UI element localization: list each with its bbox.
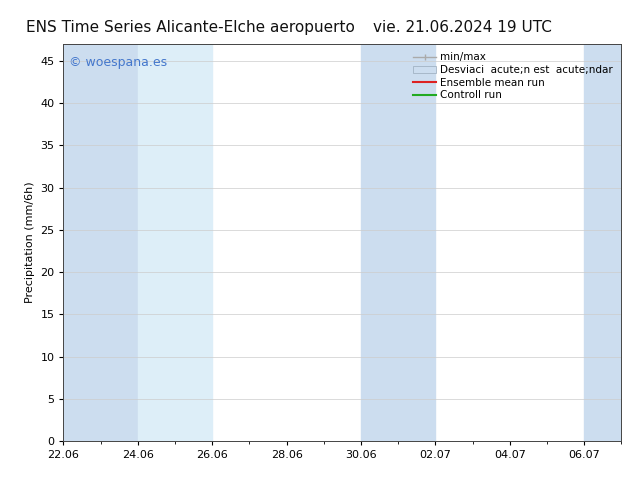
Bar	[138, 44, 212, 441]
Text: © woespana.es: © woespana.es	[69, 56, 167, 69]
Bar	[584, 44, 621, 441]
Legend: min/max, Desviaci  acute;n est  acute;ndar, Ensemble mean run, Controll run: min/max, Desviaci acute;n est acute;ndar…	[410, 49, 616, 103]
Text: ENS Time Series Alicante-Elche aeropuerto: ENS Time Series Alicante-Elche aeropuert…	[26, 20, 354, 35]
Y-axis label: Precipitation (mm/6h): Precipitation (mm/6h)	[25, 182, 35, 303]
Text: vie. 21.06.2024 19 UTC: vie. 21.06.2024 19 UTC	[373, 20, 552, 35]
Bar	[361, 44, 436, 441]
Bar	[63, 44, 138, 441]
